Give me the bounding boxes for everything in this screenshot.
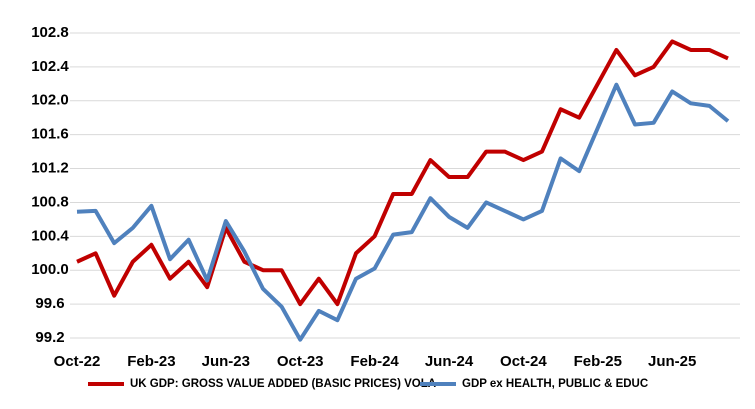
y-tick-label: 99.2 <box>35 329 64 346</box>
y-tick-label: 101.2 <box>31 160 69 177</box>
y-tick-label: 100.0 <box>31 261 69 278</box>
y-tick-label: 102.8 <box>31 24 69 41</box>
x-tick-label: Oct-22 <box>54 353 101 370</box>
x-tick-label: Feb-23 <box>127 353 175 370</box>
y-tick-label: 100.8 <box>31 193 69 210</box>
y-tick-label: 99.6 <box>35 295 64 312</box>
x-tick-label: Oct-24 <box>500 353 547 370</box>
line-series <box>76 82 730 342</box>
x-tick-label: Jun-25 <box>648 353 696 370</box>
x-tick-label: Jun-24 <box>425 353 474 370</box>
y-tick-label: 102.4 <box>31 58 69 75</box>
x-tick-label: Feb-25 <box>574 353 622 370</box>
line-series <box>76 39 729 307</box>
x-tick-label: Feb-24 <box>350 353 399 370</box>
y-tick-label: 101.6 <box>31 126 69 143</box>
x-tick-label: Oct-23 <box>277 353 324 370</box>
legend-label: GDP ex HEALTH, PUBLIC & EDUC <box>462 378 648 390</box>
y-tick-label: 100.4 <box>31 227 69 244</box>
y-tick-label: 102.0 <box>31 92 69 109</box>
x-tick-label: Jun-23 <box>202 353 250 370</box>
legend-label: UK GDP: GROSS VALUE ADDED (BASIC PRICES)… <box>130 378 436 390</box>
